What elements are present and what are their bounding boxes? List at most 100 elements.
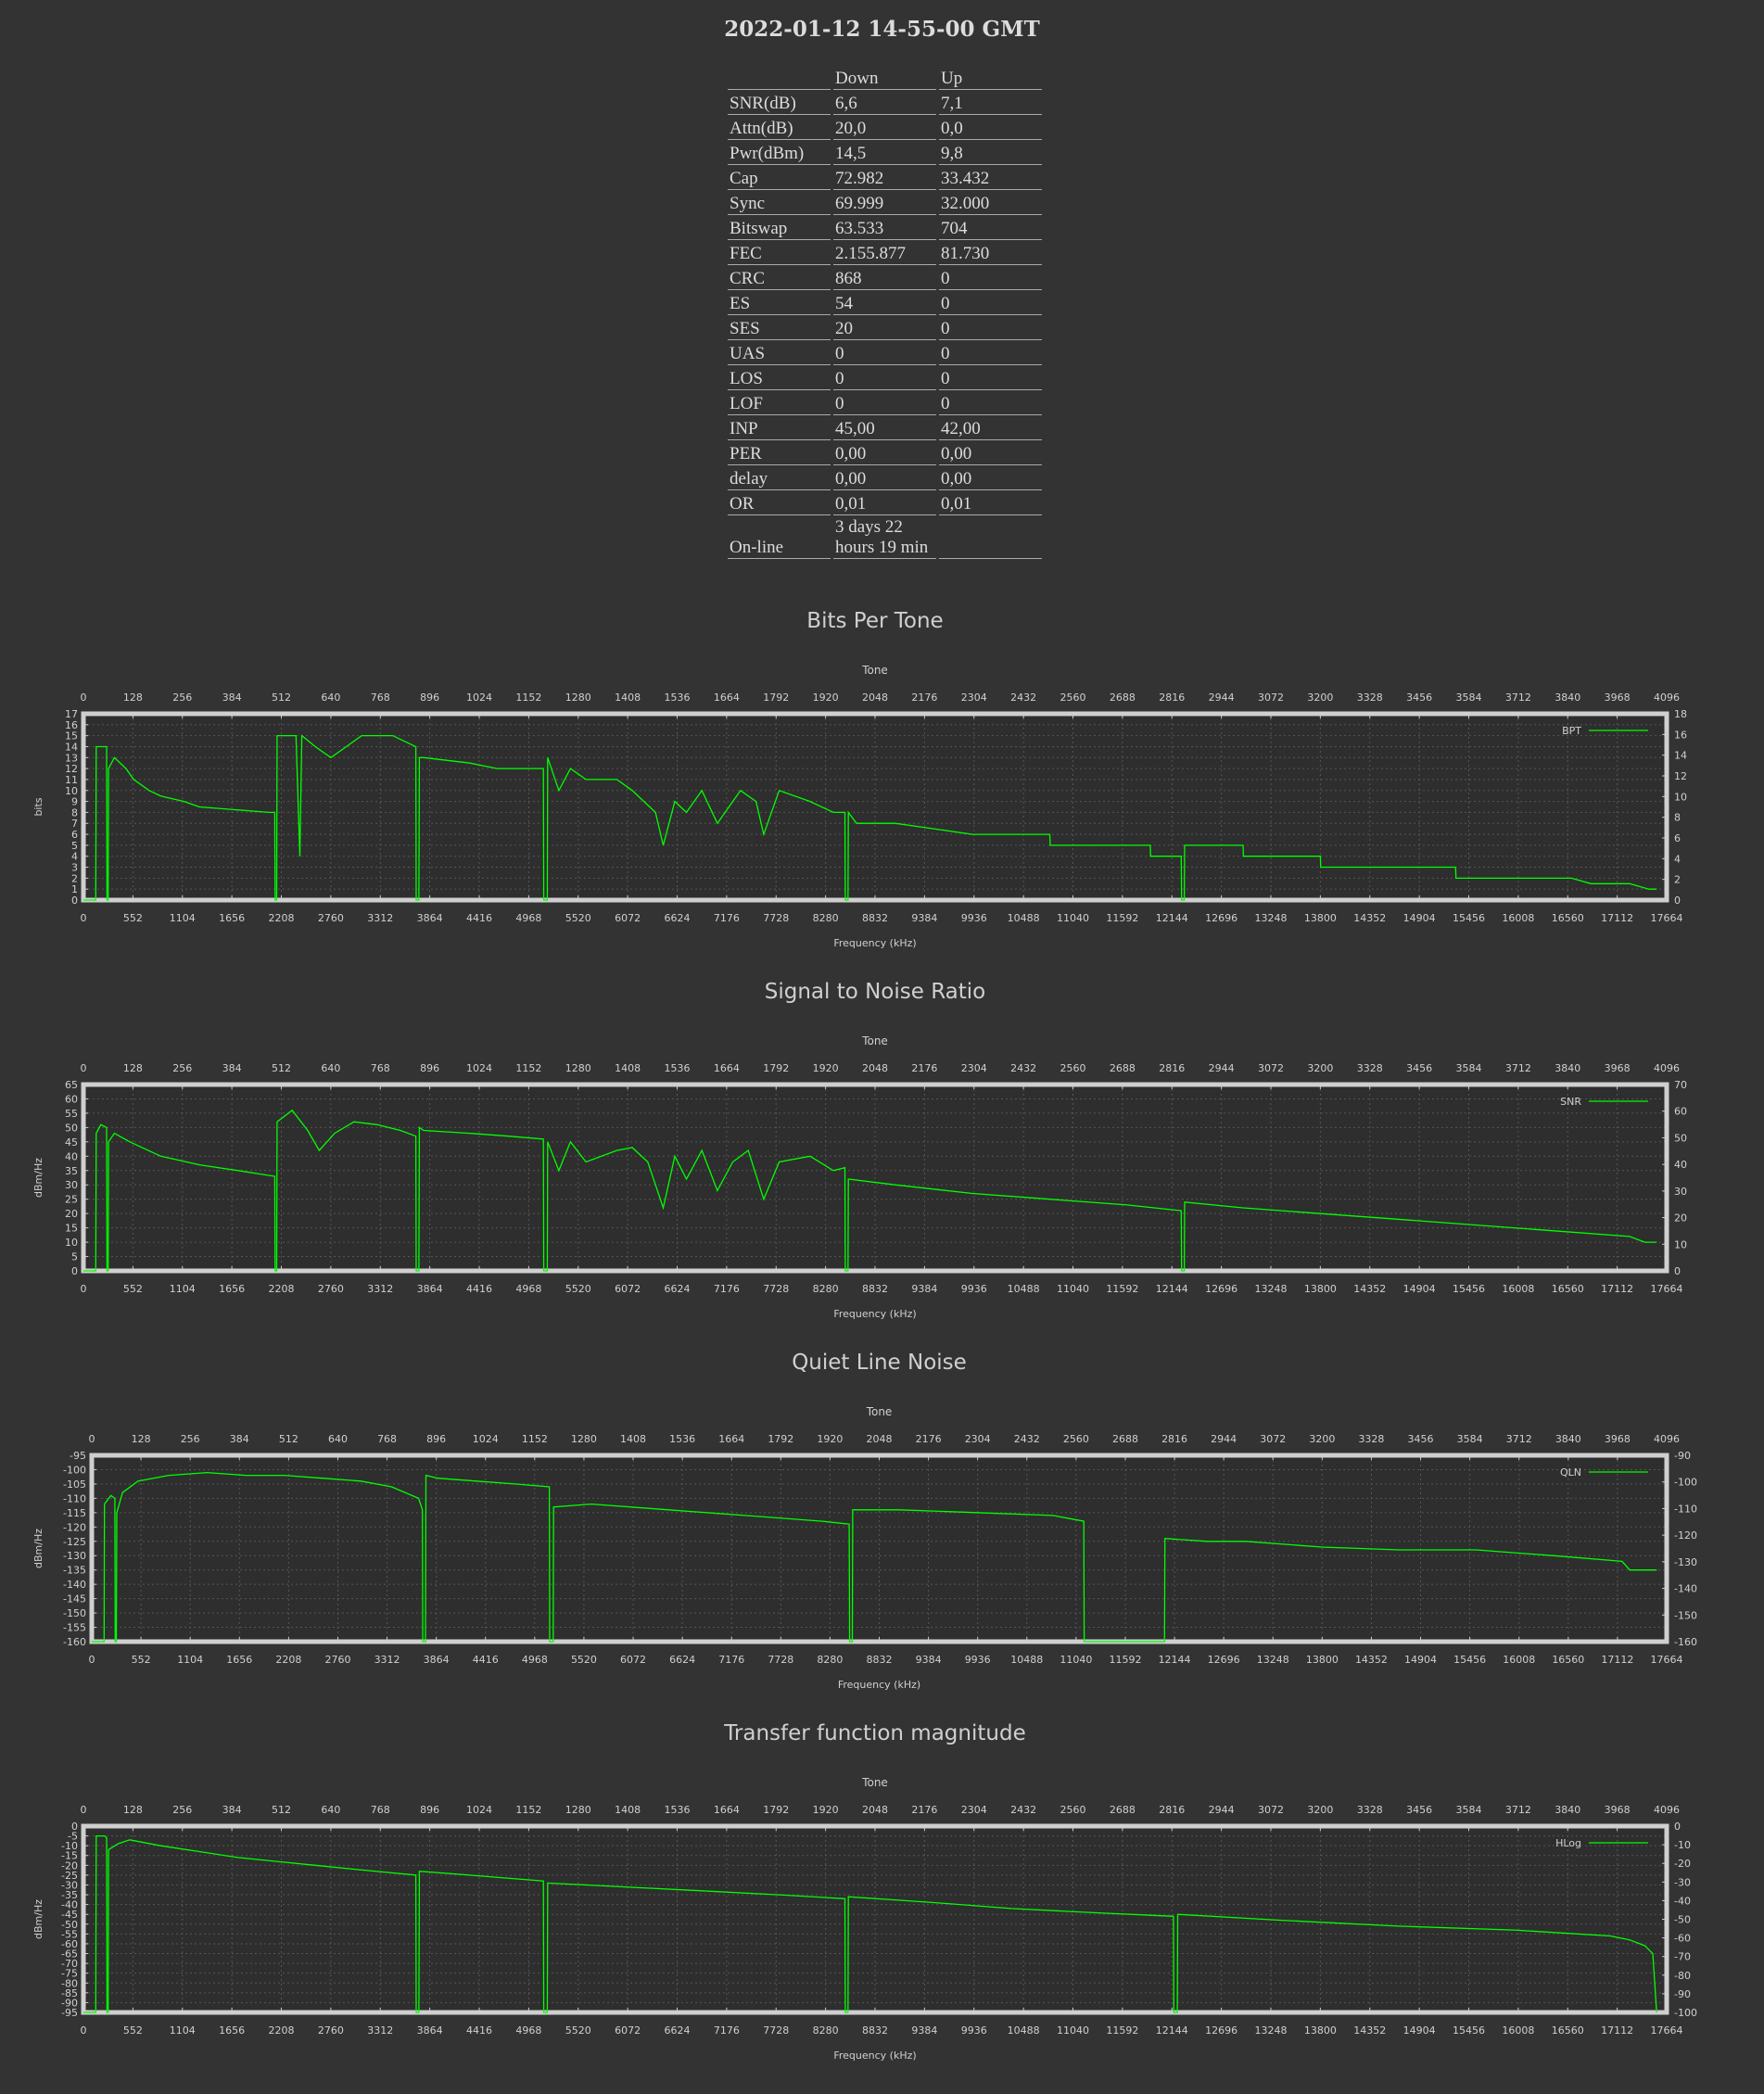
x2-tick-label: 896 (420, 692, 439, 704)
x-tick-label: 10488 (1008, 1283, 1040, 1295)
y-tick-label: -155 (63, 1622, 86, 1634)
y-tick-label: -55 (61, 1928, 78, 1940)
x-tick-label: 11592 (1106, 1283, 1138, 1295)
y-tick-label: -105 (63, 1478, 86, 1491)
y-tick-label: -60 (61, 1938, 78, 1950)
x2-tick-label: 2304 (961, 1062, 987, 1074)
x-tick-label: 13248 (1255, 912, 1288, 924)
x-tick-label: 6072 (615, 1283, 641, 1295)
stat-up-value: 0 (939, 341, 1042, 365)
x-tick-label: 13800 (1304, 912, 1337, 924)
x-tick-label: 2208 (269, 1283, 295, 1295)
x-tick-label: 6624 (665, 2024, 691, 2037)
y-tick-label: -110 (63, 1492, 86, 1504)
y2-tick-label: 70 (1674, 1079, 1687, 1091)
y2-tick-label: 0 (1674, 1265, 1681, 1277)
x-tick-label: 8832 (862, 2024, 888, 2037)
x2-tick-label: 3712 (1505, 692, 1531, 704)
stat-down-value: 20,0 (833, 116, 936, 140)
y2-tick-label: -110 (1674, 1503, 1697, 1515)
x2-tick-label: 3584 (1456, 1062, 1482, 1074)
x-tick-label: 16008 (1502, 912, 1534, 924)
x-axis-label: Frequency (kHz) (833, 2050, 916, 2062)
y-tick-label: 0 (71, 1265, 78, 1277)
chart-title: Transfer function magnitude (723, 1721, 1025, 1745)
x2-tick-label: 1536 (665, 1804, 691, 1816)
x2-tick-label: 3072 (1258, 1804, 1284, 1816)
table-row: INP 45,00 42,00 (728, 416, 1042, 440)
stat-up-value: 0,0 (939, 116, 1042, 140)
y-tick-label: -135 (63, 1565, 86, 1577)
y-tick-label: 7 (71, 818, 78, 830)
stat-label: On-line (728, 516, 831, 559)
x-tick-label: 6624 (665, 1283, 691, 1295)
x2-tick-label: 384 (222, 1062, 242, 1074)
x-tick-label: 4968 (522, 1654, 548, 1666)
y-tick-label: -70 (61, 1958, 78, 1970)
x2-tick-label: 0 (81, 1804, 87, 1816)
stat-down-value: 20 (833, 316, 936, 340)
y-tick-label: -80 (61, 1977, 78, 1989)
y-tick-label: 50 (65, 1122, 78, 1134)
stat-up-value: 0 (939, 391, 1042, 415)
x-tick-label: 12696 (1205, 1283, 1237, 1295)
stat-up-value: 33.432 (939, 166, 1042, 190)
x-tick-label: 16560 (1552, 2024, 1584, 2037)
x2-tick-label: 3072 (1258, 1062, 1284, 1074)
x-tick-label: 3312 (367, 2024, 393, 2037)
table-row: delay 0,00 0,00 (728, 466, 1042, 490)
y-tick-label: -130 (63, 1550, 86, 1562)
legend-label: HLog (1555, 1837, 1581, 1849)
x-tick-label: 5520 (565, 2024, 591, 2037)
stat-up-value: 0 (939, 316, 1042, 340)
x-tick-label: 17664 (1651, 2024, 1683, 2037)
y-tick-label: -95 (70, 1450, 86, 1462)
x-tick-label: 552 (123, 2024, 143, 2037)
x2-tick-label: 1024 (473, 1433, 499, 1445)
y-tick-label: -30 (61, 1879, 78, 1891)
table-row: PER 0,00 0,00 (728, 441, 1042, 465)
x2-tick-label: 1408 (615, 1804, 641, 1816)
x-tick-label: 2208 (269, 2024, 295, 2037)
x2-tick-label: 640 (321, 692, 340, 704)
x-tick-label: 3864 (417, 2024, 443, 2037)
x2-tick-label: 2432 (1010, 692, 1036, 704)
y-tick-label: 65 (65, 1079, 78, 1091)
y-tick-label: -90 (61, 1997, 78, 2009)
x-tick-label: 7728 (763, 1283, 789, 1295)
x2-tick-label: 2816 (1159, 1804, 1185, 1816)
x2-tick-label: 1280 (565, 692, 591, 704)
stat-up-value: 704 (939, 216, 1042, 240)
stat-label: OR (728, 491, 831, 515)
table-row: LOS 0 0 (728, 366, 1042, 390)
x2-tick-label: 2688 (1110, 1804, 1136, 1816)
x-tick-label: 3864 (424, 1654, 450, 1666)
y2-tick-label: 2 (1674, 874, 1681, 886)
x-tick-label: 7728 (768, 1654, 793, 1666)
x2-tick-label: 384 (222, 1804, 242, 1816)
x2-tick-label: 384 (230, 1433, 249, 1445)
x2-tick-label: 1664 (714, 692, 740, 704)
table-row: SES 20 0 (728, 316, 1042, 340)
stat-down-value: 0 (833, 366, 936, 390)
y2-tick-label: -150 (1674, 1609, 1697, 1621)
x2-tick-label: 2304 (961, 1804, 987, 1816)
y-tick-label: 16 (65, 719, 78, 731)
x2-tick-label: 1792 (763, 692, 789, 704)
x2-tick-label: 3968 (1605, 692, 1631, 704)
plot-border (81, 1082, 1669, 1274)
x2-tick-label: 1280 (565, 1804, 591, 1816)
table-header-cell: Down (833, 66, 936, 90)
y2-tick-label: 8 (1674, 812, 1681, 824)
x-axis-label: Frequency (kHz) (833, 1308, 916, 1320)
x-tick-label: 8280 (813, 2024, 839, 2037)
y-tick-label: -150 (63, 1607, 86, 1619)
x2-tick-label: 3840 (1555, 1804, 1580, 1816)
stat-label: SNR(dB) (728, 91, 831, 115)
y-tick-label: 15 (65, 730, 78, 742)
x2-tick-label: 1792 (768, 1433, 793, 1445)
x2-tick-label: 3712 (1506, 1433, 1532, 1445)
x2-tick-label: 896 (420, 1062, 439, 1074)
table-row: Sync 69.999 32.000 (728, 191, 1042, 215)
y2-tick-label: -80 (1674, 1970, 1691, 1982)
